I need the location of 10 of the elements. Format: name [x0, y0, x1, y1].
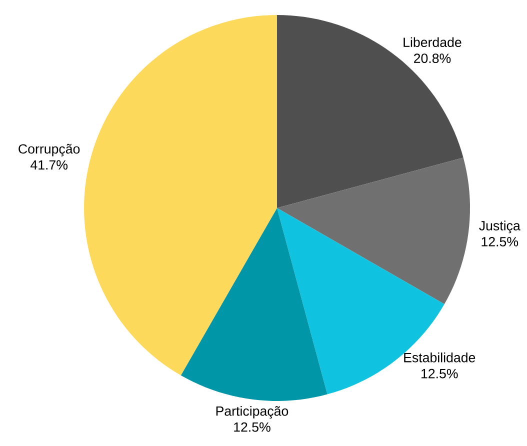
data-label: 12.5%	[234, 422, 270, 432]
data-label: 12.5%	[482, 236, 518, 246]
slice-label: Corrupção	[18, 144, 80, 156]
slice-label: Estabilidade	[404, 352, 476, 362]
slice-label: Justiça	[479, 220, 520, 234]
data-label: 12.5%	[422, 368, 458, 378]
slice-label: Liberdade	[404, 37, 462, 48]
slice-label: Participação	[216, 406, 288, 418]
data-label: 20.8%	[414, 54, 451, 64]
data-label: 41.7%	[30, 160, 68, 170]
